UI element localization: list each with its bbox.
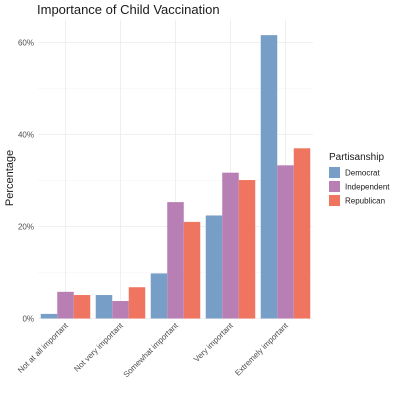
- legend-label: Democrat: [345, 169, 380, 178]
- bar: [150, 273, 168, 319]
- bar: [205, 215, 223, 319]
- legend-label: Independent: [345, 183, 390, 192]
- bar: [167, 202, 184, 319]
- legend-title: Partisanship: [329, 152, 384, 163]
- bar: [183, 221, 201, 319]
- legend-swatch: [329, 181, 340, 192]
- x-tick-labels: Not at all important Not very importantSo…: [16, 321, 290, 380]
- bar: [128, 287, 146, 319]
- bar: [277, 165, 294, 319]
- y-tick-labels: 0% 20% 40% 60%: [18, 39, 34, 324]
- x-tick-label: Somewhat important: [122, 321, 181, 380]
- bar: [40, 313, 58, 319]
- legend-swatch: [329, 195, 340, 206]
- chart-title: Importance of Child Vaccination: [37, 2, 220, 17]
- x-tick-label: Very important: [192, 321, 235, 364]
- bar: [57, 291, 74, 319]
- bar: [260, 35, 278, 319]
- bar: [73, 295, 91, 319]
- y-tick-label: 60%: [18, 39, 34, 48]
- bar: [95, 295, 113, 319]
- x-tick-label: Not at all important: [16, 321, 70, 375]
- legend-label: Republican: [345, 197, 385, 206]
- y-tick-label: 0%: [22, 315, 34, 324]
- legend: Partisanship Democrat Independent Republic…: [329, 152, 390, 206]
- x-tick-label: Extremely important: [233, 321, 290, 378]
- x-tick-label: Not very important: [72, 321, 125, 374]
- y-tick-label: 20%: [18, 223, 34, 232]
- y-tick-label: 40%: [18, 131, 34, 140]
- bar: [293, 148, 311, 319]
- legend-swatch: [329, 167, 340, 178]
- bar: [238, 180, 256, 319]
- bars: [40, 35, 311, 319]
- y-axis-title: Percentage: [4, 150, 16, 206]
- bar: [222, 172, 239, 319]
- bar: [112, 301, 129, 319]
